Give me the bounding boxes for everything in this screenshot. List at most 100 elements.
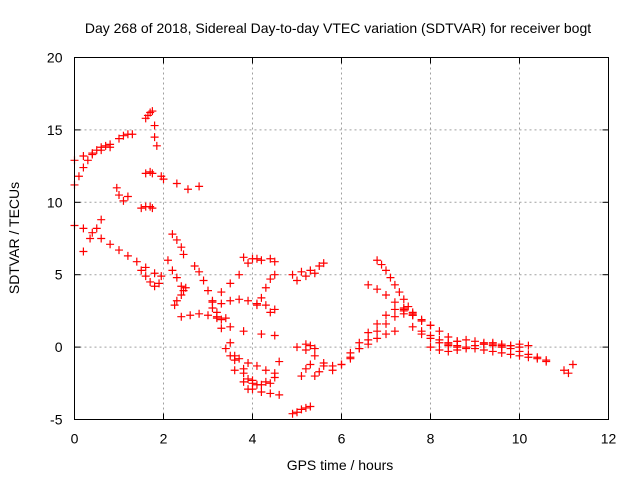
data-point: [137, 266, 146, 275]
data-point: [266, 379, 275, 388]
series-s11: [137, 266, 164, 291]
data-point: [141, 169, 150, 178]
data-point: [310, 372, 319, 381]
x-tick-label: 0: [71, 431, 79, 447]
data-point: [172, 296, 181, 305]
data-point: [172, 273, 181, 282]
data-point: [382, 319, 390, 328]
data-point: [79, 163, 88, 172]
data-point: [172, 235, 181, 244]
data-point: [148, 107, 157, 116]
data-point: [462, 344, 471, 353]
data-point: [257, 256, 266, 265]
data-point: [444, 347, 453, 356]
data-point: [453, 345, 462, 354]
series-s7: [137, 202, 157, 213]
data-point: [377, 260, 386, 269]
data-point: [172, 179, 181, 188]
series-s22: [244, 373, 279, 394]
data-point: [177, 243, 186, 252]
data-point: [183, 185, 192, 194]
data-point: [319, 359, 328, 368]
series-s37: [355, 327, 399, 353]
data-point: [148, 169, 157, 178]
data-point: [150, 121, 159, 130]
data-point: [399, 304, 408, 313]
series-s23: [208, 254, 261, 305]
series-s30: [293, 269, 319, 285]
y-tick-label: 15: [47, 122, 63, 138]
data-point: [270, 270, 279, 279]
data-point: [132, 257, 141, 266]
series-s1: [70, 140, 115, 189]
data-point: [119, 196, 128, 205]
data-point: [204, 286, 212, 295]
data-point: [382, 330, 390, 339]
data-point: [163, 256, 172, 265]
data-point: [239, 377, 248, 386]
data-point: [261, 366, 270, 375]
series-s27: [275, 357, 284, 366]
series-s3: [115, 130, 137, 143]
data-point: [261, 283, 270, 292]
data-point: [315, 367, 324, 376]
series-s31: [293, 340, 319, 353]
data-point: [408, 309, 417, 318]
data-point: [426, 334, 435, 343]
data-point: [306, 360, 315, 369]
data-point: [212, 314, 221, 323]
data-point: [150, 282, 159, 291]
data-point: [217, 315, 226, 324]
data-point: [79, 151, 88, 160]
data-point: [382, 311, 390, 320]
data-point: [248, 376, 257, 385]
data-point: [181, 283, 190, 292]
data-point: [293, 343, 301, 352]
data-point: [462, 335, 471, 344]
series-s43: [426, 343, 551, 365]
data-point: [221, 314, 230, 323]
data-points: [70, 107, 577, 418]
data-point: [252, 301, 261, 310]
data-point: [168, 266, 177, 275]
data-point: [328, 366, 337, 375]
data-point: [106, 240, 115, 249]
data-point: [244, 296, 253, 305]
data-point: [186, 311, 195, 320]
plot-frame: [74, 57, 609, 420]
series-s25: [252, 270, 279, 310]
data-point: [266, 275, 275, 284]
data-point: [390, 305, 399, 314]
data-point: [252, 380, 261, 389]
data-point: [195, 182, 204, 191]
data-point: [301, 345, 310, 354]
data-point: [364, 280, 373, 289]
data-point: [382, 266, 390, 275]
data-point: [390, 327, 399, 336]
data-point: [373, 319, 382, 328]
data-point: [128, 130, 137, 139]
data-point: [244, 259, 253, 268]
data-point: [497, 343, 506, 352]
y-tick-label: -5: [50, 412, 63, 428]
data-point: [301, 364, 310, 373]
data-point: [159, 175, 168, 184]
series-s2: [70, 143, 115, 165]
data-point: [386, 273, 395, 282]
data-point: [146, 277, 155, 286]
x-tick-label: 2: [160, 431, 168, 447]
data-point: [266, 254, 275, 263]
series-s47: [560, 360, 577, 378]
data-point: [195, 267, 204, 276]
data-point: [542, 357, 551, 366]
x-tick-label: 6: [338, 431, 346, 447]
axis-ticks: 0 2 4 6 8 10 12 -5 0 5 10 15 20: [47, 50, 617, 447]
data-point: [97, 215, 106, 224]
data-point: [177, 282, 186, 291]
data-point: [252, 361, 261, 370]
y-tick-label: 0: [55, 339, 63, 355]
data-point: [208, 304, 217, 313]
data-point: [399, 295, 408, 304]
data-point: [97, 146, 106, 155]
series-s5: [141, 107, 161, 150]
